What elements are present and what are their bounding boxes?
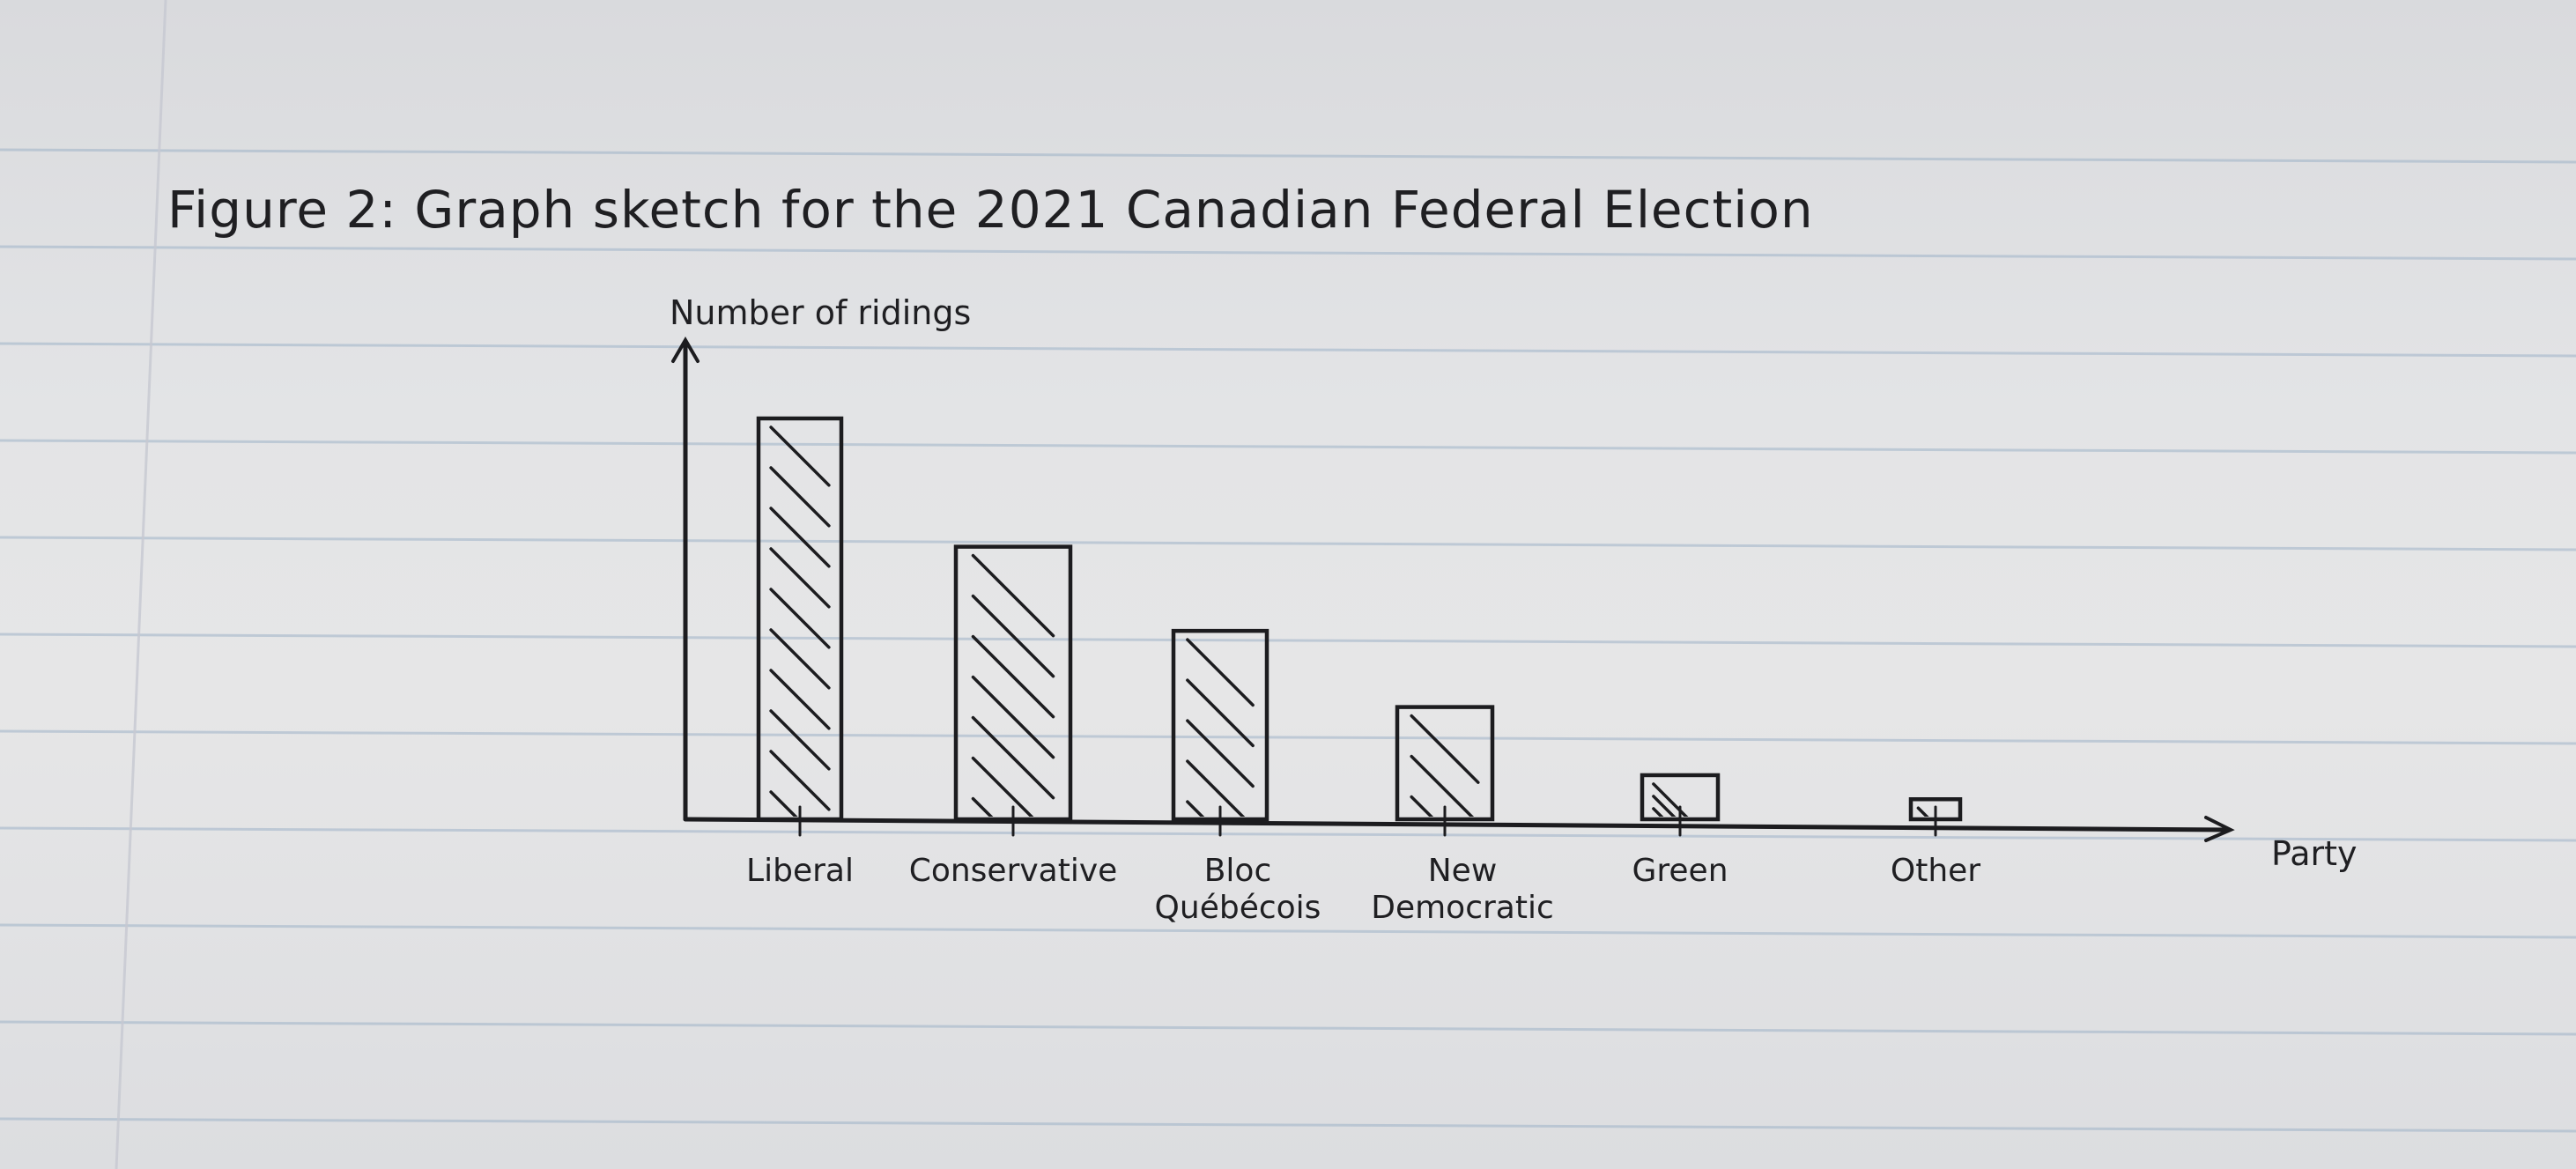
rule-line: [0, 633, 2576, 648]
bar-outline: [1395, 705, 1495, 822]
axes: [671, 337, 2235, 842]
rule-line: [0, 1020, 2576, 1036]
bar-new-democratic: [1395, 705, 1495, 837]
rule-line: [0, 342, 2576, 358]
chart-title: Figure 2: Graph sketch for the 2021 Cana…: [167, 180, 1814, 240]
rule-line: [0, 826, 2576, 842]
rule-line: [0, 148, 2576, 164]
x-tick-label: Other: [1891, 853, 1980, 889]
bar-bloc-québécois: [1171, 628, 1269, 837]
bar-outline: [953, 544, 1073, 822]
bar-hatching: [1410, 714, 1480, 817]
x-tick-labels: Liberal Conservative Bloc Québécois New Democ…: [746, 853, 1980, 926]
bar-green: [1640, 773, 1721, 837]
x-tick-label: Conservative: [909, 853, 1118, 889]
x-axis: [683, 817, 2232, 832]
bar-hatching: [769, 425, 831, 817]
bar-other: [1908, 797, 1963, 837]
bar-conservative: [953, 544, 1073, 837]
bars: [756, 416, 1963, 837]
rule-line: [0, 439, 2576, 455]
x-axis-arrow: [2204, 816, 2235, 842]
margin-line: [115, 0, 167, 1169]
bar-hatching: [1186, 638, 1255, 818]
bar-outline: [1171, 628, 1269, 822]
x-axis-label: Party: [2271, 834, 2358, 873]
y-axis-arrow: [671, 337, 700, 363]
rule-line: [0, 923, 2576, 939]
rule-line: [0, 1117, 2576, 1133]
y-axis-label: Number of ridings: [670, 293, 971, 332]
rule-line: [0, 536, 2576, 551]
x-tick-label: New Democratic: [1371, 853, 1554, 926]
bar-hatching: [971, 553, 1055, 817]
bar-liberal: [756, 416, 844, 837]
rule-line: [0, 245, 2576, 261]
x-tick-label: Green: [1632, 853, 1728, 889]
bar-hatching: [1916, 806, 1929, 817]
x-tick-label: Bloc Québécois: [1155, 853, 1321, 926]
x-tick-label: Liberal: [746, 853, 854, 889]
rule-line: [0, 729, 2576, 745]
